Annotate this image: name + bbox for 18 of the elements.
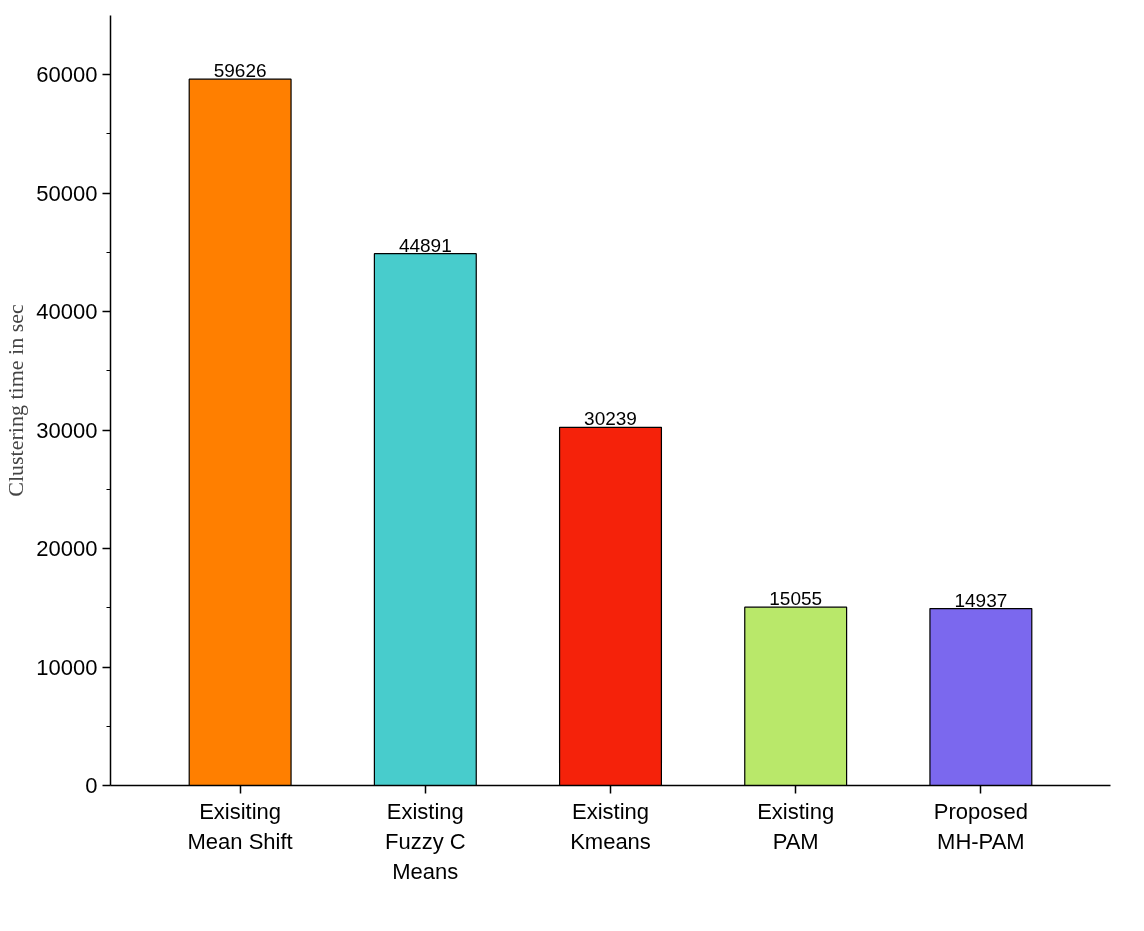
y-axis-title: Clustering time in sec (3, 304, 29, 497)
y-tick-label: 50000 (36, 180, 98, 206)
x-tick-label: Proposed MH-PAM (933, 798, 1028, 854)
x-tick-label: Exisiting Mean Shift (187, 798, 293, 854)
y-tick-label: 30000 (36, 417, 98, 443)
x-tick-label: Existing PAM (757, 798, 835, 854)
x-tick-label: Existing Kmeans (570, 798, 651, 854)
y-tick-label: 10000 (36, 654, 98, 680)
y-tick-label: 20000 (36, 536, 98, 562)
y-tick-label: 0 (85, 773, 98, 798)
data-label: 30239 (584, 408, 637, 430)
x-tick-label: Existing Fuzzy C Means (384, 798, 466, 884)
y-tick-label: 60000 (36, 62, 98, 88)
data-label: 59626 (213, 60, 267, 82)
data-label: 44891 (398, 234, 452, 256)
data-label: 15055 (769, 588, 823, 610)
data-label: 14937 (954, 589, 1008, 611)
y-tick-label: 40000 (36, 299, 98, 325)
